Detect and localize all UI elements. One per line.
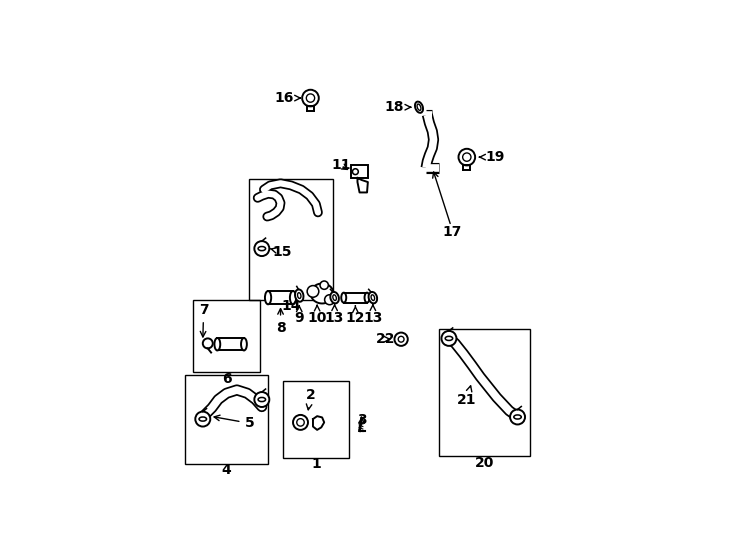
Bar [438, 329, 530, 456]
Circle shape [293, 415, 308, 430]
Ellipse shape [295, 289, 303, 302]
Polygon shape [313, 416, 324, 430]
Text: 15: 15 [270, 245, 292, 259]
Circle shape [320, 281, 328, 289]
Circle shape [255, 241, 269, 256]
Circle shape [510, 409, 525, 424]
Ellipse shape [214, 338, 220, 350]
Polygon shape [357, 178, 368, 192]
Ellipse shape [290, 291, 296, 305]
Ellipse shape [330, 292, 339, 303]
Text: 10: 10 [308, 305, 327, 326]
Text: 18: 18 [385, 100, 410, 114]
Ellipse shape [265, 291, 271, 305]
Circle shape [302, 90, 319, 106]
Text: 21: 21 [457, 386, 476, 407]
Ellipse shape [241, 338, 247, 350]
Text: 12: 12 [346, 306, 365, 326]
Text: 13: 13 [325, 305, 344, 326]
Text: 8: 8 [276, 309, 286, 335]
Text: 14: 14 [281, 299, 301, 313]
Ellipse shape [310, 284, 333, 303]
Text: 17: 17 [442, 225, 462, 239]
Text: 16: 16 [275, 91, 300, 105]
Bar [217, 338, 244, 350]
Text: 11: 11 [331, 158, 351, 172]
Text: 6: 6 [222, 372, 231, 386]
Text: 4: 4 [222, 463, 231, 477]
Circle shape [307, 286, 319, 297]
Ellipse shape [365, 293, 369, 302]
Bar [185, 375, 268, 464]
Bar [268, 291, 293, 305]
Text: 19: 19 [479, 150, 504, 164]
Circle shape [459, 149, 475, 165]
Circle shape [394, 333, 408, 346]
Circle shape [324, 295, 335, 305]
Ellipse shape [415, 102, 423, 113]
Text: 1: 1 [311, 457, 321, 471]
Bar [344, 293, 367, 302]
Text: 5: 5 [214, 415, 254, 430]
Bar [193, 300, 260, 373]
Bar [250, 179, 333, 300]
Ellipse shape [341, 293, 346, 302]
Text: 7: 7 [199, 303, 208, 337]
Text: 2: 2 [305, 388, 316, 410]
Circle shape [203, 339, 213, 348]
Text: 3: 3 [357, 413, 366, 427]
Circle shape [441, 331, 457, 346]
Text: 20: 20 [475, 456, 494, 470]
Text: 9: 9 [294, 306, 304, 326]
Text: 13: 13 [363, 305, 382, 326]
Ellipse shape [368, 292, 377, 303]
Text: 22: 22 [376, 332, 395, 346]
Circle shape [195, 411, 210, 427]
Bar [283, 381, 349, 458]
Circle shape [255, 392, 269, 407]
Bar [352, 165, 368, 178]
